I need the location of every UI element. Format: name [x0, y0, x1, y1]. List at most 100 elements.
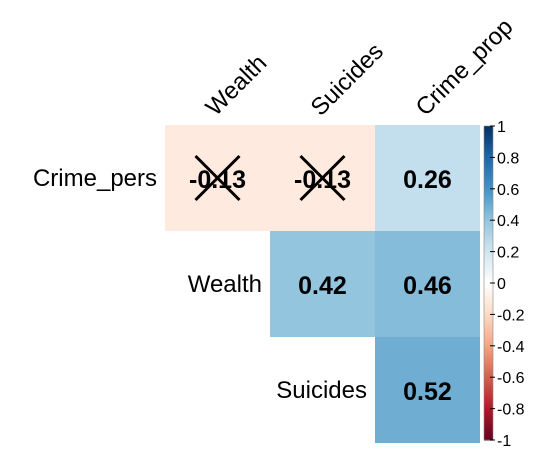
row-label-crime_pers: Crime_pers [33, 165, 157, 192]
colorbar-segment [484, 220, 493, 224]
insignificant-cross-line [194, 154, 241, 202]
colorbar-segment [484, 160, 493, 164]
correlation-cells [165, 125, 480, 443]
colorbar-segment [484, 364, 493, 368]
colorbar-segment [484, 267, 493, 271]
colorbar-segment [484, 356, 493, 360]
colorbar-segment [484, 317, 493, 321]
colorbar-segment [484, 330, 493, 334]
colorbar-segment [484, 387, 493, 391]
colorbar-segment [484, 246, 493, 250]
colorbar-segment [484, 241, 493, 245]
colorbar-segment [484, 434, 493, 438]
colorbar-segment [484, 225, 493, 229]
colorbar-segment [484, 437, 493, 441]
colorbar-segment [484, 196, 493, 200]
colorbar-segment [484, 426, 493, 431]
colorbar-segment [484, 170, 493, 174]
colorbar-tick-label: 1 [497, 119, 506, 136]
colorbar-segment [484, 165, 493, 169]
colorbar-segment [484, 293, 493, 297]
colorbar-segment [484, 419, 493, 423]
colorbar-segment [484, 173, 493, 177]
colorbar-segment [484, 296, 493, 300]
cell-Crime_pers-Crime_prop [375, 125, 480, 231]
cell-Suicides-Crime_prop [375, 337, 480, 443]
colorbar-segment [484, 136, 493, 140]
colorbar-segment [484, 361, 493, 365]
colorbar-segment [484, 178, 493, 182]
colorbar-segment [484, 340, 493, 344]
colorbar-segment [484, 298, 493, 302]
colorbar-segment [484, 303, 493, 308]
colorbar-segment [484, 207, 493, 211]
colorbar-segment [484, 416, 493, 420]
colorbar-segment [484, 283, 493, 287]
colorbar-tick-label: -0.2 [497, 307, 525, 324]
colorbar-tick-label: -0.8 [497, 402, 525, 419]
colorbar-segment [484, 411, 493, 415]
colorbar-segment [484, 382, 493, 386]
colorbar-segment [484, 131, 493, 135]
colorbar-tick-label: 0.6 [497, 182, 519, 199]
colorbar-segment [484, 335, 493, 339]
cell-value-label: 0.52 [403, 378, 452, 406]
colorbar-segment [484, 251, 493, 255]
colorbar-segment [484, 259, 493, 263]
colorbar-segment [484, 369, 493, 373]
colorbar-segment [484, 319, 493, 323]
colorbar-segment [484, 269, 493, 274]
colorbar-segment [484, 421, 493, 425]
column-label-wealth: Wealth [201, 50, 273, 122]
correlation-value-labels: -0.13-0.130.260.420.460.52 [189, 154, 452, 406]
colorbar-segment [484, 285, 493, 289]
row-label-wealth: Wealth [188, 271, 262, 298]
colorbar-segment [484, 126, 493, 130]
colorbar-segment [484, 144, 493, 148]
colorbar-segment [484, 272, 493, 276]
colorbar-segment [484, 277, 493, 281]
cell-Wealth-Suicides [270, 231, 375, 337]
colorbar-segment [484, 322, 493, 326]
colorbar-segment [484, 191, 493, 195]
colorbar-segment [484, 432, 493, 436]
colorbar-segment [484, 154, 493, 158]
colorbar-segment [484, 264, 493, 268]
colorbar-segment [484, 288, 493, 292]
colorbar-segment [484, 238, 493, 242]
colorbar-segment [484, 405, 493, 410]
column-label-crime_prop: Crime_prop [411, 13, 519, 121]
colorbar-segment [484, 301, 493, 305]
colorbar-segment [484, 233, 493, 237]
colorbar-tick-label: -1 [497, 433, 511, 450]
colorbar-segment [484, 162, 493, 166]
colorbar-tick-label: 0.2 [497, 245, 519, 262]
colorbar-segment [484, 217, 493, 221]
colorbar-segment [484, 149, 493, 153]
colorbar-segment [484, 324, 493, 329]
colorbar-segment [484, 314, 493, 318]
color-legend: 1 0.8 0.6 0.4 0.2 0 -0.2 -0.4 -0.6 -0.8 -1 [483, 119, 525, 450]
colorbar-segment [484, 348, 493, 352]
colorbar-segment [484, 248, 493, 253]
colorbar-segment [484, 377, 493, 381]
colorbar-segment [484, 358, 493, 363]
colorbar-segment [484, 262, 493, 266]
colorbar-segment [484, 345, 493, 350]
colorbar-segment [484, 332, 493, 336]
colorbar-segment [484, 212, 493, 216]
colorbar-segment [484, 280, 493, 284]
colorbar-segment [484, 390, 493, 394]
colorbar-segment [484, 413, 493, 418]
colorbar-segment [484, 128, 493, 132]
cell-Wealth-Crime_prop [375, 231, 480, 337]
column-label-suicides: Suicides [306, 38, 389, 121]
insignificant-cross-line [299, 154, 346, 202]
colorbar-segment [484, 395, 493, 399]
colorbar-segment [484, 343, 493, 347]
colorbar-segment [484, 408, 493, 412]
colorbar-segment [484, 290, 493, 295]
colorbar-segment [484, 385, 493, 389]
row-label-suicides: Suicides [276, 377, 367, 404]
